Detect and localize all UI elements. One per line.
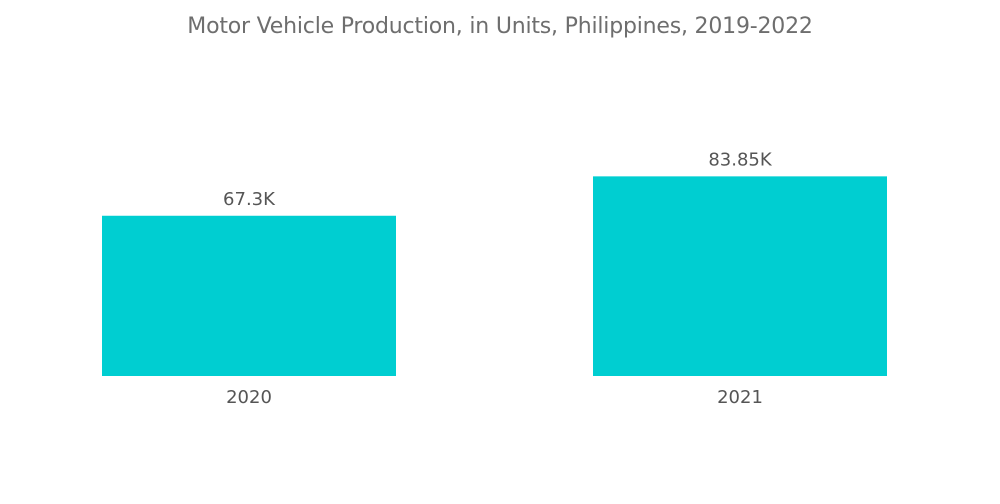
- data-label-2020: 67.3K: [223, 189, 276, 210]
- bars-layer: [102, 176, 887, 376]
- x-tick-label-2020: 2020: [226, 387, 272, 408]
- chart-title: Motor Vehicle Production, in Units, Phil…: [187, 14, 813, 39]
- data-label-2021: 83.85K: [708, 149, 773, 170]
- value-labels-layer: 67.3K 83.85K: [223, 149, 773, 209]
- x-tick-label-2021: 2021: [717, 387, 763, 408]
- bar-2020: [102, 215, 396, 376]
- x-axis-tick-labels: 2020 2021: [226, 387, 763, 408]
- bar-2021: [593, 176, 887, 376]
